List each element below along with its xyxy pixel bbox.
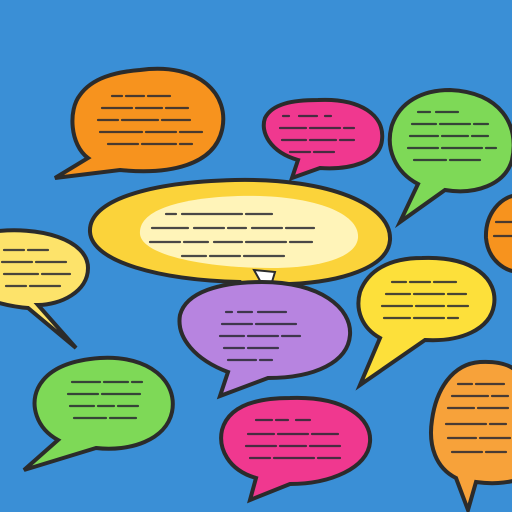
bubble-shape (0, 228, 91, 350)
illegible-text (278, 114, 356, 154)
illegible-text (492, 220, 512, 238)
bubble-shape (355, 255, 497, 391)
bubble-shape (53, 66, 226, 180)
illegible-text (66, 380, 144, 420)
bubble-shape (219, 395, 373, 504)
illegible-text (444, 382, 512, 454)
speech-bubble-magenta-top-center (261, 97, 385, 182)
bubble-shape (177, 279, 353, 400)
speech-bubble-orange-right-edge (483, 194, 512, 273)
speech-bubble-orange-top-left (53, 66, 226, 180)
illegible-text (380, 280, 470, 320)
illegible-text (96, 94, 204, 146)
speech-bubble-green-bottom-left (22, 355, 175, 472)
bubble-shape (483, 194, 512, 273)
speech-bubble-yellow-left (0, 228, 91, 350)
speech-bubble-purple-center (177, 279, 353, 400)
illegible-text (406, 110, 498, 162)
illegible-text (0, 248, 72, 288)
speech-bubble-yellow-center-large (87, 177, 393, 303)
bubble-shape (22, 355, 175, 472)
bubble-shape (429, 359, 512, 512)
speech-bubble-magenta-bottom-center (219, 395, 373, 504)
speech-bubble-yellow-right (355, 255, 497, 391)
bubble-shape (387, 87, 512, 229)
illegible-text (244, 418, 342, 460)
speech-bubble-orange-bottom-right (429, 359, 512, 512)
speech-bubble-green-top-right (387, 87, 512, 229)
illegible-text (218, 310, 302, 362)
illegible-text (148, 212, 316, 258)
